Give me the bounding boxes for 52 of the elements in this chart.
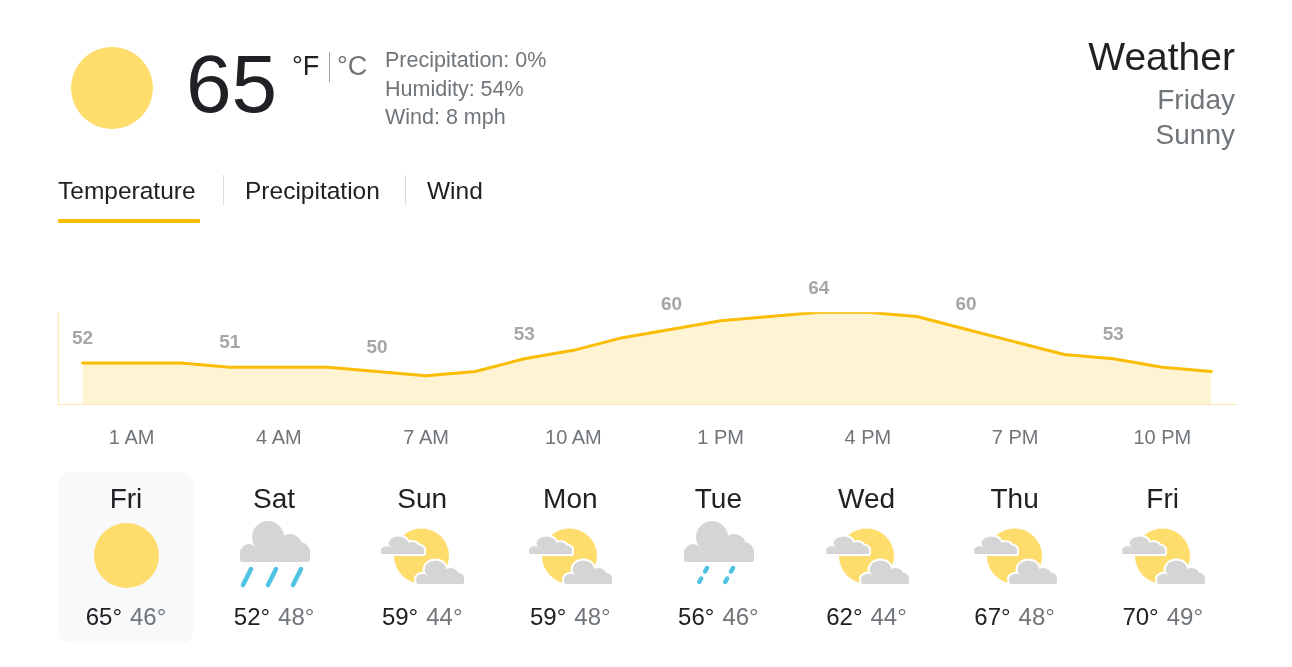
text: 48° bbox=[574, 603, 611, 631]
text: 65° bbox=[85, 603, 122, 631]
text: 44° bbox=[870, 603, 907, 631]
text: Precipitation: 0% bbox=[385, 47, 547, 73]
text: Sunny bbox=[1155, 118, 1235, 152]
data-label: 52 bbox=[71, 327, 94, 349]
text: 59° bbox=[381, 603, 419, 631]
x-tick-label: 1 PM bbox=[697, 425, 744, 448]
data-label: 50 bbox=[366, 335, 388, 357]
category-label: Tue bbox=[694, 482, 742, 516]
category-label: Thu bbox=[990, 482, 1039, 516]
text: Precipitation bbox=[245, 176, 380, 206]
text: 62° bbox=[826, 603, 863, 631]
text: 59° bbox=[530, 603, 567, 631]
data-label: 53 bbox=[513, 323, 535, 345]
data-label: 53 bbox=[1102, 323, 1124, 345]
text: 46° bbox=[722, 603, 759, 631]
text: 48° bbox=[1018, 603, 1055, 631]
category-label: Fri bbox=[109, 482, 143, 516]
text: °F bbox=[292, 51, 320, 83]
text: 49° bbox=[1166, 603, 1203, 631]
category-label: Sun bbox=[397, 482, 448, 516]
data-label: 51 bbox=[219, 331, 241, 353]
text: 67° bbox=[974, 603, 1011, 631]
x-tick-label: 10 AM bbox=[545, 425, 602, 448]
text: 44° bbox=[426, 603, 463, 631]
x-tick-label: 7 PM bbox=[991, 425, 1039, 448]
text: 70° bbox=[1122, 603, 1159, 631]
x-tick-label: 4 PM bbox=[844, 425, 892, 448]
text: 65 bbox=[186, 36, 278, 131]
text: 56° bbox=[678, 603, 715, 631]
text: Temperature bbox=[58, 176, 196, 206]
text: 46° bbox=[130, 603, 167, 631]
text: Wind bbox=[427, 176, 483, 206]
text: °C bbox=[337, 51, 368, 83]
x-tick-label: 10 PM bbox=[1133, 425, 1192, 448]
text: Wind: 8 mph bbox=[385, 104, 506, 130]
text: 48° bbox=[278, 603, 315, 631]
data-label: 60 bbox=[955, 293, 977, 315]
category-label: Fri bbox=[1146, 482, 1180, 516]
category-label: Mon bbox=[543, 482, 598, 516]
x-tick-label: 7 AM bbox=[403, 425, 449, 448]
category-label: Sat bbox=[253, 482, 296, 516]
category-label: Wed bbox=[837, 482, 896, 516]
x-tick-label: 4 AM bbox=[256, 425, 302, 448]
data-label: 64 bbox=[808, 276, 830, 298]
data-label: 60 bbox=[660, 293, 683, 315]
text: Humidity: 54% bbox=[385, 76, 524, 102]
text: Weather bbox=[1088, 34, 1235, 80]
x-tick-label: 1 AM bbox=[108, 425, 155, 448]
text: 52° bbox=[233, 603, 271, 631]
text: Friday bbox=[1157, 83, 1235, 117]
